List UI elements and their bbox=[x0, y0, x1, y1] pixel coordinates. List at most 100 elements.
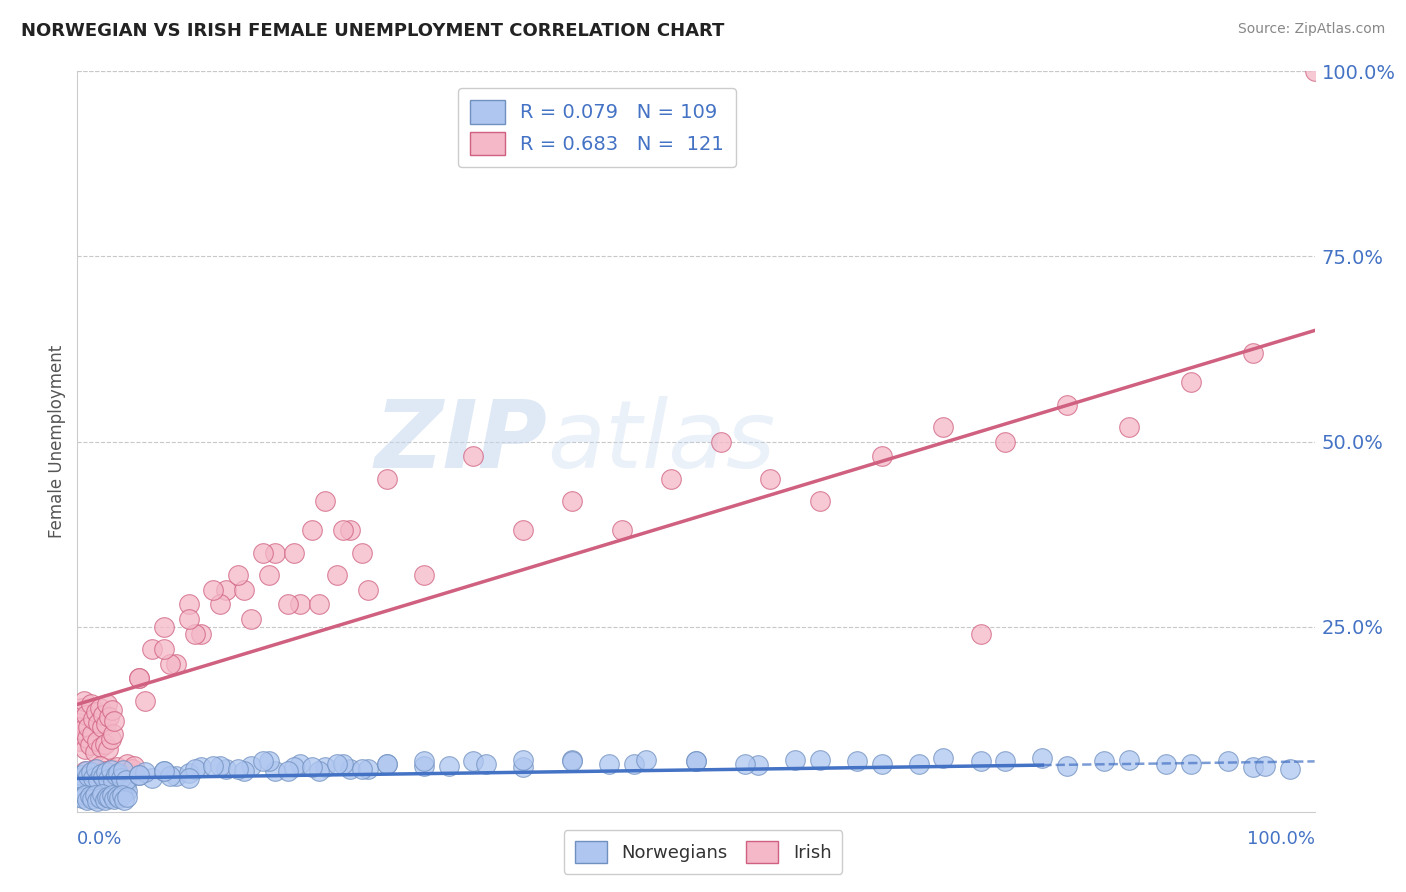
Point bbox=[86, 773, 108, 788]
Y-axis label: Female Unemployment: Female Unemployment bbox=[48, 345, 66, 538]
Point bbox=[86, 794, 108, 808]
Point bbox=[252, 546, 274, 560]
Text: Source: ZipAtlas.com: Source: ZipAtlas.com bbox=[1237, 22, 1385, 37]
Point bbox=[257, 567, 280, 582]
Point bbox=[190, 627, 212, 641]
Point bbox=[80, 765, 103, 780]
Point bbox=[339, 762, 361, 776]
Point bbox=[932, 419, 955, 434]
Point bbox=[76, 793, 98, 807]
Point bbox=[90, 782, 112, 797]
Point bbox=[239, 759, 262, 773]
Text: NORWEGIAN VS IRISH FEMALE UNEMPLOYMENT CORRELATION CHART: NORWEGIAN VS IRISH FEMALE UNEMPLOYMENT C… bbox=[21, 22, 724, 40]
Point bbox=[105, 760, 128, 774]
Point bbox=[103, 776, 125, 790]
Point bbox=[87, 772, 110, 787]
Point bbox=[326, 567, 349, 582]
Point bbox=[233, 764, 256, 778]
Point bbox=[1180, 376, 1202, 390]
Point bbox=[79, 766, 101, 780]
Point bbox=[412, 755, 434, 769]
Point bbox=[107, 766, 129, 780]
Point bbox=[314, 493, 336, 508]
Point bbox=[72, 776, 94, 790]
Point bbox=[70, 767, 93, 781]
Point bbox=[121, 762, 143, 776]
Point bbox=[111, 764, 134, 778]
Point bbox=[91, 780, 114, 795]
Point bbox=[122, 759, 145, 773]
Point bbox=[215, 762, 238, 776]
Point bbox=[177, 612, 200, 626]
Point bbox=[98, 785, 121, 799]
Point bbox=[1254, 759, 1277, 773]
Point bbox=[108, 790, 131, 805]
Point bbox=[103, 727, 125, 741]
Point bbox=[710, 434, 733, 449]
Point bbox=[91, 720, 114, 734]
Point bbox=[90, 776, 112, 790]
Point bbox=[70, 786, 93, 800]
Point bbox=[308, 764, 330, 778]
Point bbox=[75, 708, 97, 723]
Point bbox=[76, 731, 98, 745]
Point bbox=[101, 789, 124, 803]
Point bbox=[105, 785, 128, 799]
Point bbox=[91, 770, 114, 784]
Point bbox=[86, 784, 108, 798]
Point bbox=[326, 756, 349, 771]
Point bbox=[108, 773, 131, 788]
Point bbox=[1118, 753, 1140, 767]
Point bbox=[226, 567, 249, 582]
Point bbox=[357, 582, 380, 597]
Point bbox=[93, 793, 115, 807]
Point bbox=[90, 739, 112, 754]
Point bbox=[72, 694, 94, 708]
Point bbox=[332, 524, 354, 538]
Point bbox=[350, 546, 373, 560]
Point bbox=[73, 764, 96, 778]
Point bbox=[83, 762, 105, 776]
Point bbox=[91, 785, 114, 799]
Point bbox=[190, 760, 212, 774]
Point bbox=[101, 762, 124, 776]
Point bbox=[332, 756, 354, 771]
Point bbox=[103, 772, 125, 786]
Point bbox=[1056, 398, 1078, 412]
Point bbox=[69, 772, 91, 786]
Point bbox=[84, 705, 107, 719]
Point bbox=[685, 755, 707, 769]
Point bbox=[128, 672, 150, 686]
Point bbox=[153, 764, 176, 778]
Point bbox=[104, 768, 127, 782]
Point bbox=[165, 657, 187, 671]
Point bbox=[808, 493, 831, 508]
Point bbox=[72, 784, 94, 798]
Point bbox=[97, 773, 120, 788]
Point bbox=[87, 715, 110, 730]
Point bbox=[111, 788, 134, 802]
Point bbox=[153, 619, 176, 633]
Point bbox=[264, 764, 287, 778]
Point bbox=[73, 785, 96, 799]
Point bbox=[215, 582, 238, 597]
Point bbox=[153, 764, 176, 778]
Point bbox=[104, 782, 127, 797]
Text: 0.0%: 0.0% bbox=[77, 830, 122, 848]
Point bbox=[226, 762, 249, 776]
Point bbox=[128, 672, 150, 686]
Point bbox=[98, 791, 121, 805]
Point bbox=[79, 789, 101, 804]
Point bbox=[80, 698, 103, 712]
Point bbox=[184, 762, 207, 776]
Point bbox=[98, 710, 121, 724]
Point bbox=[100, 732, 122, 747]
Point bbox=[72, 723, 94, 738]
Point bbox=[70, 779, 93, 793]
Point bbox=[101, 789, 124, 803]
Point bbox=[153, 641, 176, 656]
Point bbox=[72, 791, 94, 805]
Point bbox=[98, 767, 121, 781]
Point bbox=[94, 777, 117, 791]
Point bbox=[165, 769, 187, 783]
